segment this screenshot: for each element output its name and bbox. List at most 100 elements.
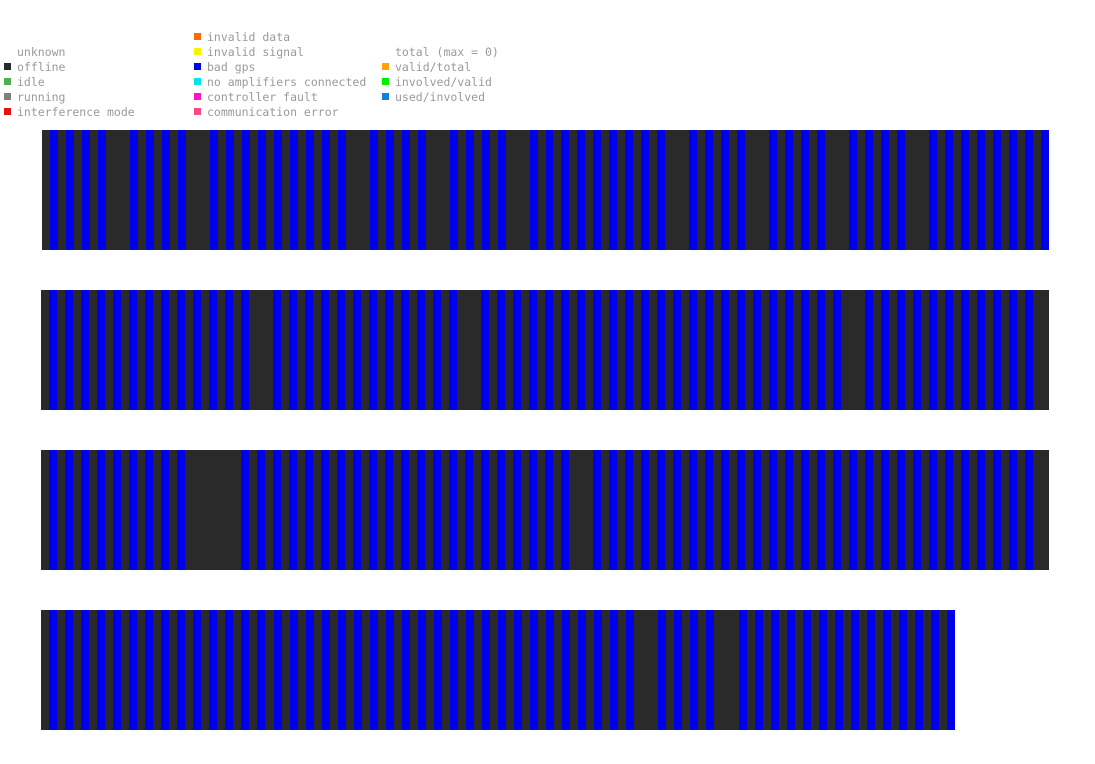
station-cell [185,290,193,410]
station-cell [657,450,665,570]
station-cell [49,290,57,410]
station-cell [298,130,306,250]
station-cell [843,610,851,730]
legend-label: valid/total [395,60,472,74]
station-cell [434,130,442,250]
station-cell [393,290,401,410]
station-cell [394,610,402,730]
legend-swatch [4,108,11,115]
station-cell [827,610,835,730]
status-row-3 [41,450,1049,570]
station-cell [937,290,945,410]
station-cell [787,610,795,730]
station-cell [1025,130,1033,250]
station-cell [337,450,345,570]
station-cell [881,130,889,250]
station-cell [466,130,474,250]
station-cell [985,290,993,410]
station-cell [241,290,249,410]
station-cell [697,450,705,570]
station-cell [265,450,273,570]
station-cell [201,610,209,730]
station-cell [473,290,481,410]
legend-swatch [194,48,201,55]
station-cell [889,450,897,570]
station-cell [673,450,681,570]
station-cell [521,450,529,570]
station-cell [153,610,161,730]
station-cell [1001,290,1009,410]
station-cell [689,130,697,250]
station-cell [873,450,881,570]
station-cell [545,450,553,570]
station-cell [498,130,506,250]
station-cell [530,610,538,730]
station-cell [282,610,290,730]
station-cell [226,130,234,250]
station-cell [705,450,713,570]
station-cell [634,610,642,730]
station-cell [474,610,482,730]
station-cell [522,130,530,250]
station-cell [873,130,881,250]
station-cell [242,130,250,250]
station-cell [410,130,418,250]
station-cell [89,610,97,730]
station-cell [369,450,377,570]
station-cell [722,610,731,730]
station-cell [385,290,393,410]
station-cell [521,290,529,410]
station-cell [369,290,377,410]
station-cell [425,290,433,410]
legend-label: used/involved [395,90,486,104]
station-cell [305,450,313,570]
station-cell [129,450,137,570]
station-cell [577,130,585,250]
station-cell [610,610,618,730]
station-cell [650,610,658,730]
station-cell [626,610,634,730]
station-cell [546,610,554,730]
legend-swatch [4,93,11,100]
station-cell [274,610,282,730]
station-cell [697,290,705,410]
station-cell [225,290,233,410]
legend: unknown offline idle running interference mo… [4,30,524,125]
station-cell [769,450,777,570]
station-cell [402,130,410,250]
station-cell [618,610,626,730]
station-cell [737,290,745,410]
station-cell [585,290,593,410]
station-cell [819,610,827,730]
station-cell [915,610,923,730]
station-cell [939,610,947,730]
station-cell [689,450,697,570]
station-cell [113,450,121,570]
station-cell [442,610,450,730]
station-cell [249,610,257,730]
station-cell [897,130,905,250]
legend-label: invalid signal [207,45,304,59]
legend-swatch [4,63,11,70]
station-cell [873,290,881,410]
station-cell [737,130,745,250]
station-cell [721,450,729,570]
station-cell [801,450,809,570]
station-cell [161,290,169,410]
station-cell [931,610,939,730]
station-cell [306,610,314,730]
station-cell [409,450,417,570]
station-cell [145,290,153,410]
station-cell [425,450,433,570]
station-cell [562,610,570,730]
station-cell [793,290,801,410]
station-cell [441,290,449,410]
station-cell [74,130,82,250]
station-cell [1041,450,1049,570]
status-row-4 [41,610,955,730]
station-cell [913,290,921,410]
station-cell [1009,450,1017,570]
station-cell [601,290,609,410]
station-cell [913,450,921,570]
station-cell [201,290,209,410]
